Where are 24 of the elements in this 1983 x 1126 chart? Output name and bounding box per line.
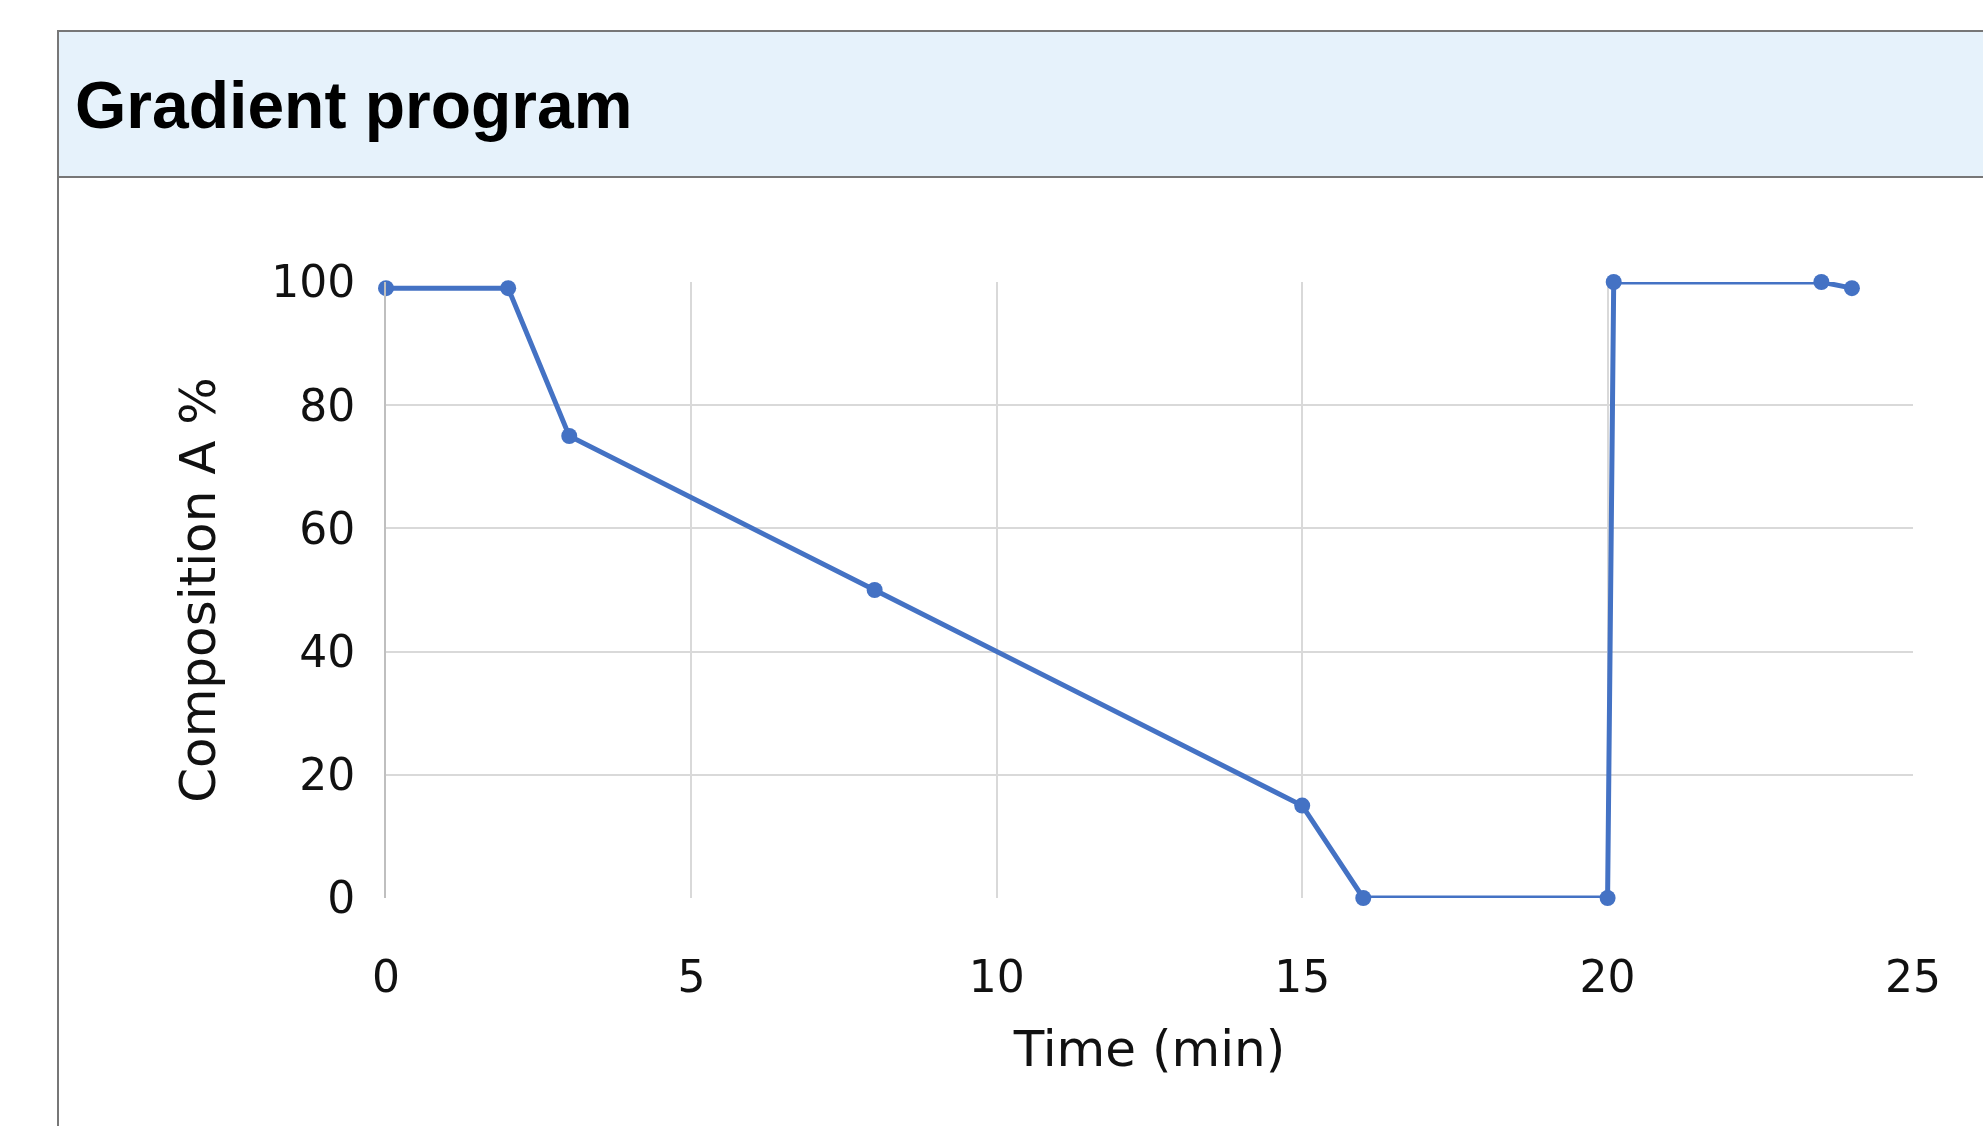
x-tick-label: 0 bbox=[372, 950, 400, 1002]
x-tick-label: 15 bbox=[1274, 950, 1331, 1002]
point bbox=[1843, 280, 1860, 297]
x-tick-label: 20 bbox=[1579, 950, 1636, 1002]
point bbox=[1605, 274, 1622, 290]
y-axis-title: Composition A % bbox=[168, 377, 227, 803]
point bbox=[561, 428, 578, 444]
chart-title: Gradient program bbox=[59, 32, 1983, 178]
y-tick-label: 20 bbox=[299, 749, 356, 801]
y-tick-label: 100 bbox=[271, 256, 356, 308]
point bbox=[1355, 890, 1372, 906]
x-axis-title: Time (min) bbox=[1012, 1020, 1286, 1079]
point bbox=[1599, 890, 1616, 906]
y-tick-label: 60 bbox=[299, 502, 356, 554]
point bbox=[866, 582, 883, 598]
x-tick-label: 5 bbox=[677, 950, 706, 1002]
point bbox=[1813, 274, 1830, 290]
y-tick-label: 40 bbox=[299, 626, 356, 677]
point bbox=[1294, 797, 1311, 814]
x-tick-label: 25 bbox=[1885, 950, 1941, 1002]
y-tick-label: 80 bbox=[299, 379, 356, 431]
x-tick-label: 10 bbox=[968, 950, 1025, 1002]
y-tick-label: 0 bbox=[327, 872, 356, 924]
point bbox=[500, 280, 517, 297]
